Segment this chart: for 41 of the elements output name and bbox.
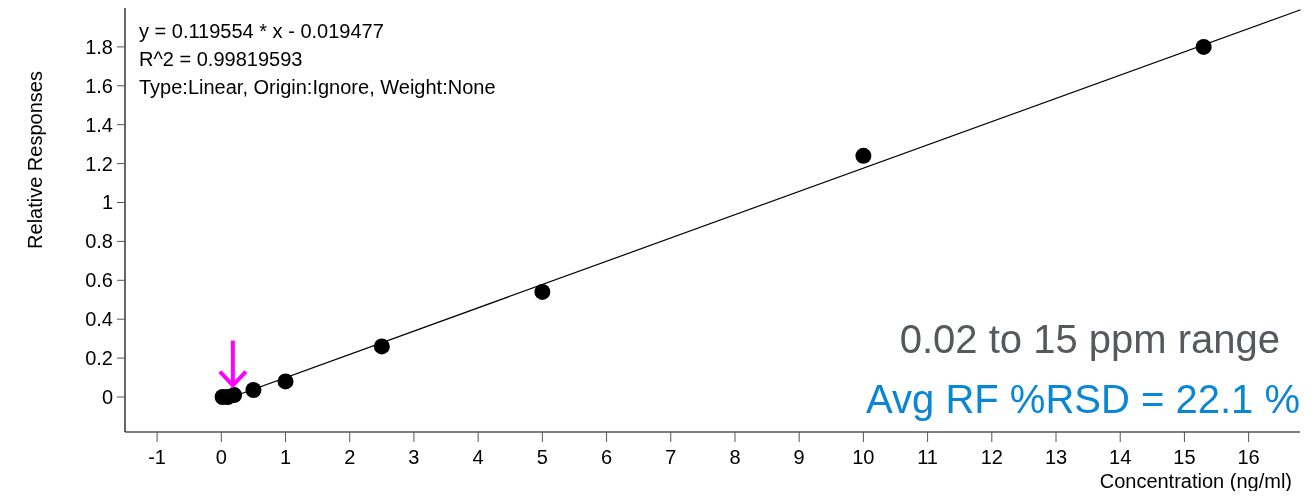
y-tick-label: 1.6 <box>85 74 113 97</box>
x-tick-label: 9 <box>793 446 805 468</box>
x-tick-label: 6 <box>600 446 613 468</box>
point <box>373 338 390 355</box>
x-tick-label: 12 <box>980 446 1003 468</box>
point <box>534 283 551 300</box>
x-tick-label: 3 <box>408 446 420 468</box>
point <box>245 381 262 398</box>
x-tick-label: 10 <box>852 446 875 468</box>
x-tick-label: 13 <box>1044 446 1068 468</box>
x-tick-label: 14 <box>1109 446 1132 468</box>
annotation: 0.02 to 15 ppm range <box>899 317 1280 361</box>
y-tick-label: 1.2 <box>85 152 113 175</box>
x-tick-label: 1 <box>279 446 292 468</box>
annotation: R^2 = 0.99819593 <box>139 48 303 70</box>
annotation: Type:Linear, Origin:Ignore, Weight:None <box>139 76 496 98</box>
y-tick-label: 0.4 <box>85 308 113 331</box>
x-tick-label: 7 <box>665 446 677 468</box>
y-tick-label: 1 <box>101 191 113 214</box>
point <box>226 387 243 404</box>
y-tick-label: 0.2 <box>85 347 113 370</box>
annotation: Avg RF %RSD = 22.1 % <box>866 377 1300 421</box>
y-tick-label: 1.4 <box>85 113 113 136</box>
x-tick-label: -1 <box>148 446 166 468</box>
point <box>855 147 872 164</box>
x-tick-label: 5 <box>536 446 548 468</box>
y-tick-label: 0.6 <box>85 269 113 292</box>
x-tick-label: 0 <box>215 446 227 468</box>
x-tick-label: 16 <box>1237 446 1260 468</box>
y-tick-label: 1.8 <box>85 35 113 58</box>
y-tick-label: 0 <box>101 385 113 408</box>
x-tick-label: 4 <box>472 446 484 468</box>
y-axis-title: Relative Responses <box>24 71 46 249</box>
annotation: y = 0.119554 * x - 0.019477 <box>139 20 384 42</box>
x-tick-label: 11 <box>917 446 938 468</box>
point <box>1195 38 1212 55</box>
x-tick-label: 8 <box>729 446 741 468</box>
x-tick-label: 2 <box>344 446 356 468</box>
y-tick-label: 0.8 <box>85 230 113 253</box>
x-tick-label: 15 <box>1173 446 1196 468</box>
point <box>277 373 294 390</box>
